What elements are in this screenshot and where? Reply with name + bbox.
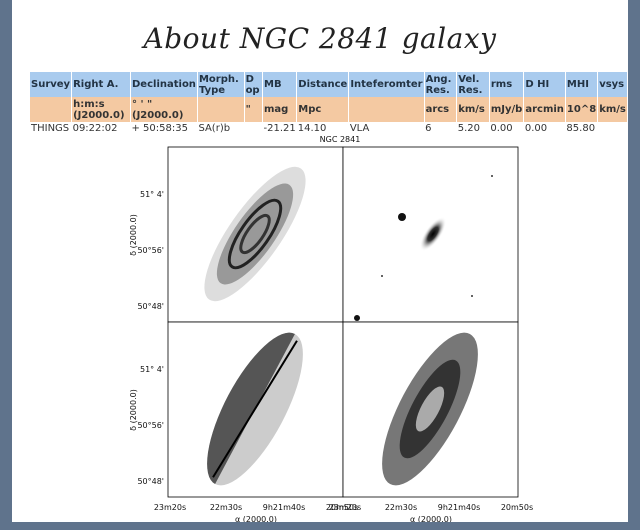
table-cell: Survey xyxy=(30,72,72,97)
table-cell: SA(r)b xyxy=(197,122,244,135)
table-cell: MHI xyxy=(565,72,597,97)
table-cell: " xyxy=(244,97,262,122)
x-tick-label: 23m20s xyxy=(329,503,361,512)
table-cell: Ang. Res. xyxy=(424,72,457,97)
table-cell: Mpc xyxy=(297,97,349,122)
figure-title: NGC 2841 xyxy=(320,136,361,144)
page: About NGC 2841 galaxy SurveyRight A.Decl… xyxy=(0,0,640,530)
y-axis-label: δ (2000.0) xyxy=(129,214,138,256)
table-cell xyxy=(30,97,72,122)
table-cell: 0.00 xyxy=(524,122,566,135)
table-cell xyxy=(244,122,262,135)
table-cell: 09:22:02 xyxy=(72,122,131,135)
table-cell: + 50:58:35 xyxy=(131,122,198,135)
table-cell: rms xyxy=(489,72,523,97)
x-tick-label: 23m20s xyxy=(154,503,186,512)
table-cell: Vel. Res. xyxy=(457,72,490,97)
table-cell: 10^8 xyxy=(565,97,597,122)
table-cell xyxy=(197,97,244,122)
y-tick-label: 51° 4' xyxy=(140,190,164,199)
table-cell: mag xyxy=(263,97,297,122)
table-cell: THINGS xyxy=(30,122,72,135)
table-cell: km/s xyxy=(598,97,628,122)
table-cell: mJy/b xyxy=(489,97,523,122)
y-tick-label: 51° 4' xyxy=(140,365,164,374)
table-cell: D op xyxy=(244,72,262,97)
table-cell: 85.80 xyxy=(565,122,597,135)
table-cell: VLA xyxy=(349,122,424,135)
x-axis-label: α (2000.0) xyxy=(235,515,277,522)
y-tick-label: 50°56' xyxy=(137,246,164,255)
table-cell: Morph. Type xyxy=(197,72,244,97)
table-cell: Inteferomter xyxy=(349,72,424,97)
x-tick-label: 9h21m40s xyxy=(263,503,305,512)
table-cell: Declination xyxy=(131,72,198,97)
x-tick-label: 20m50s xyxy=(501,503,533,512)
table-cell: 5.20 xyxy=(457,122,490,135)
table-cell: ° ' " (J2000.0) xyxy=(131,97,198,122)
x-tick-label: 9h21m40s xyxy=(438,503,480,512)
table-cell: D HI xyxy=(524,72,566,97)
table-cell: Distance xyxy=(297,72,349,97)
table-cell: 14.10 xyxy=(297,122,349,135)
table-cell: MB xyxy=(263,72,297,97)
y-tick-label: 50°48' xyxy=(137,477,164,486)
table-cell: 6 xyxy=(424,122,457,135)
table-cell: 0.00 xyxy=(489,122,523,135)
table-cell xyxy=(598,122,628,135)
table-cell: km/s xyxy=(457,97,490,122)
table-cell: Right A. xyxy=(72,72,131,97)
table-cell: arcmin xyxy=(524,97,566,122)
x-axis-label: α (2000.0) xyxy=(410,515,452,522)
figure: NGC 2841 51° 4' 50°56' 50°48' δ (2000.0) 51°… xyxy=(12,136,628,522)
x-tick-label: 22m30s xyxy=(385,503,417,512)
table-cell: -21.21 xyxy=(263,122,297,135)
y-tick-label: 50°56' xyxy=(137,421,164,430)
table-cell: h:m:s (J2000.0) xyxy=(72,97,131,122)
page-title: About NGC 2841 galaxy xyxy=(12,22,628,55)
table-cell: vsys xyxy=(598,72,628,97)
x-tick-label: 22m30s xyxy=(210,503,242,512)
y-axis-label: δ (2000.0) xyxy=(129,389,138,431)
table-cell: arcs xyxy=(424,97,457,122)
y-tick-label: 50°48' xyxy=(137,302,164,311)
table-cell xyxy=(349,97,424,122)
